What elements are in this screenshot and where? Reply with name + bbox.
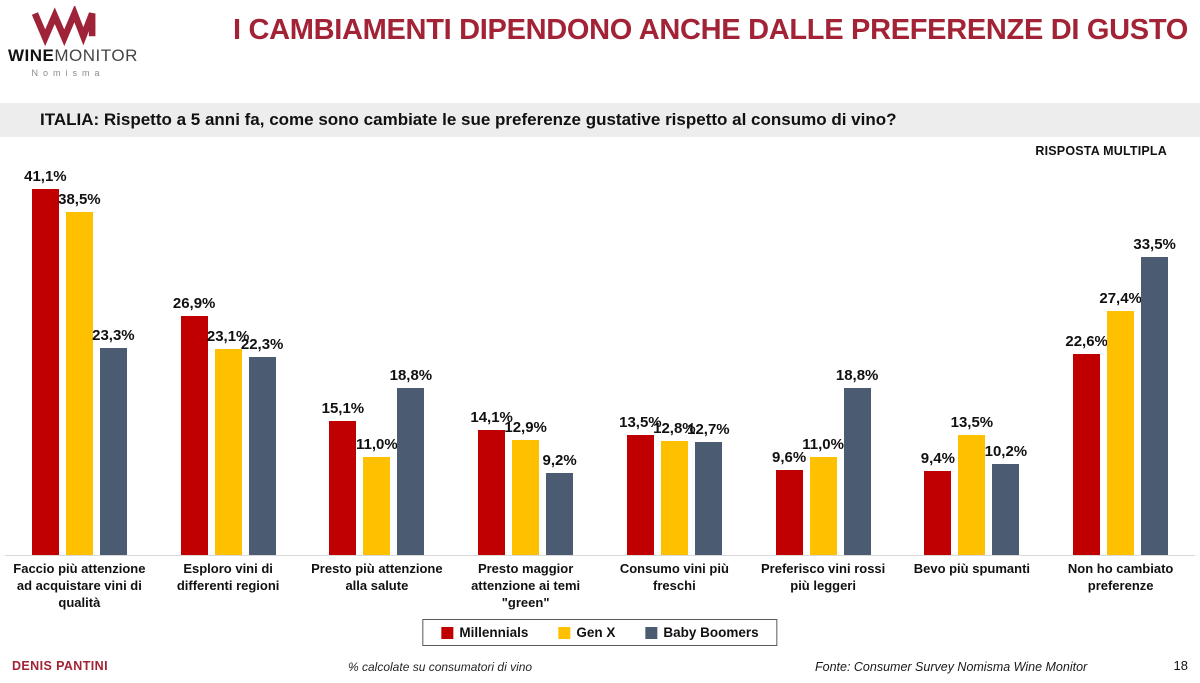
bar-gen-x: 23,1%	[207, 328, 249, 555]
value-label: 22,3%	[240, 335, 284, 353]
value-label: 15,1%	[321, 399, 365, 417]
value-label: 18,8%	[389, 366, 433, 384]
value-label: 9,4%	[920, 450, 955, 468]
bar-gen-x: 12,9%	[504, 419, 547, 555]
category-label-4: Presto maggior attenzione ai temi "green…	[471, 561, 581, 610]
value-label: 13,5%	[619, 413, 662, 431]
value-label: 14,1%	[470, 408, 513, 426]
value-label: 10,2%	[984, 443, 1028, 461]
bar-baby-boomers: 23,3%	[92, 327, 135, 555]
plot-area: 41,1% 38,5% 23,3% 26,9% 23,1% 22,3% 15,1% 11,0%…	[5, 168, 1195, 555]
bar-group-2: 26,9% 23,1% 22,3%	[154, 295, 303, 555]
category-label-1: Faccio più attenzione ad acquistare vini…	[13, 561, 146, 610]
bar-group-3: 15,1% 11,0% 18,8%	[303, 367, 452, 555]
value-label: 23,3%	[92, 326, 135, 344]
bar-millennials: 9,4%	[921, 450, 955, 555]
legend-label: Gen X	[576, 625, 616, 640]
wine-monitor-logo: WINEMONITOR Nomisma	[8, 6, 188, 78]
bar-millennials: 41,1%	[24, 168, 67, 555]
bar-group-6: 9,6% 11,0% 18,8%	[749, 367, 898, 555]
legend-swatch-gen-x	[558, 626, 571, 639]
category-label-7: Bevo più spumanti	[913, 561, 1031, 576]
bar-millennials: 9,6%	[772, 449, 806, 555]
category-label-2: Esploro vini di differenti regioni	[176, 561, 280, 593]
legend-label: Millennials	[459, 625, 529, 640]
bar-baby-boomers: 12,7%	[687, 421, 730, 555]
bar-baby-boomers: 33,5%	[1133, 236, 1176, 555]
bar-group-5: 13,5% 12,8% 12,7%	[600, 414, 749, 555]
bar-group-4: 14,1% 12,9% 9,2%	[451, 409, 600, 555]
page-number: 18	[1173, 658, 1188, 673]
category-axis: Faccio più attenzione ad acquistare vini…	[5, 561, 1195, 612]
value-label: 38,5%	[58, 191, 101, 209]
bar-gen-x: 11,0%	[356, 436, 398, 555]
x-axis-line	[5, 555, 1195, 556]
value-label: 12,7%	[687, 420, 730, 438]
category-label-5: Consumo vini più freschi	[619, 561, 729, 593]
footnote: % calcolate su consumatori di vino	[348, 660, 533, 674]
question-banner: ITALIA: Rispetto a 5 anni fa, come sono …	[0, 103, 1200, 137]
value-label: 23,1%	[206, 328, 250, 346]
logo-nomisma: Nomisma	[31, 68, 105, 78]
value-label: 13,5%	[950, 413, 994, 431]
value-label: 41,1%	[24, 168, 67, 186]
bar-gen-x: 38,5%	[58, 191, 101, 555]
legend-label: Baby Boomers	[663, 625, 759, 640]
value-label: 12,9%	[504, 419, 547, 437]
bar-baby-boomers: 10,2%	[985, 443, 1027, 555]
logo-wordmark: WINEMONITOR	[8, 46, 188, 66]
bar-baby-boomers: 18,8%	[390, 367, 432, 555]
legend-swatch-baby-boomers	[645, 626, 658, 639]
bar-baby-boomers: 22,3%	[241, 336, 283, 555]
value-label: 11,0%	[356, 436, 398, 454]
value-label: 9,6%	[772, 448, 807, 466]
bar-group-7: 9,4% 13,5% 10,2%	[898, 414, 1047, 555]
category-label-8: Non ho cambiato preferenze	[1067, 561, 1174, 593]
bar-baby-boomers: 18,8%	[836, 367, 878, 555]
bar-millennials: 26,9%	[173, 295, 215, 555]
bar-millennials: 14,1%	[470, 409, 513, 555]
question-text: ITALIA: Rispetto a 5 anni fa, come sono …	[40, 110, 897, 129]
legend-item-gen-x: Gen X	[558, 625, 615, 640]
source-note: Fonte: Consumer Survey Nomisma Wine Moni…	[815, 660, 1088, 674]
bar-group-1: 41,1% 38,5% 23,3%	[5, 168, 154, 555]
bar-millennials: 22,6%	[1065, 333, 1108, 555]
bar-gen-x: 13,5%	[951, 414, 993, 555]
logo-monitor: MONITOR	[54, 46, 138, 65]
bar-group-8: 22,6% 27,4% 33,5%	[1046, 236, 1195, 555]
logo-wine: WINE	[8, 46, 55, 65]
wine-monitor-logo-icon	[32, 6, 96, 46]
category-label-3: Presto più attenzione alla salute	[311, 561, 443, 593]
value-label: 26,9%	[172, 294, 216, 312]
chart-legend: Millennials Gen X Baby Boomers	[422, 619, 778, 646]
value-label: 33,5%	[1133, 235, 1176, 253]
bar-millennials: 13,5%	[619, 414, 662, 555]
bar-millennials: 15,1%	[322, 400, 364, 555]
bar-gen-x: 11,0%	[802, 436, 844, 555]
value-label: 12,8%	[653, 420, 696, 438]
author-name: DENIS PANTINI	[12, 659, 108, 673]
multiple-answer-note: RISPOSTA MULTIPLA	[1035, 144, 1167, 158]
value-label: 22,6%	[1065, 332, 1108, 350]
value-label: 27,4%	[1099, 290, 1142, 308]
bar-gen-x: 12,8%	[653, 420, 696, 555]
legend-item-baby-boomers: Baby Boomers	[645, 625, 759, 640]
legend-item-millennials: Millennials	[441, 625, 528, 640]
bar-gen-x: 27,4%	[1099, 290, 1142, 555]
value-label: 9,2%	[542, 452, 577, 470]
bar-baby-boomers: 9,2%	[543, 452, 577, 555]
legend-swatch-millennials	[441, 626, 454, 639]
value-label: 18,8%	[835, 366, 879, 384]
slide-title: I CAMBIAMENTI DIPENDONO ANCHE DALLE PREF…	[232, 14, 1188, 46]
category-label-6: Preferisco vini rossi più leggeri	[760, 561, 886, 593]
value-label: 11,0%	[802, 436, 844, 454]
